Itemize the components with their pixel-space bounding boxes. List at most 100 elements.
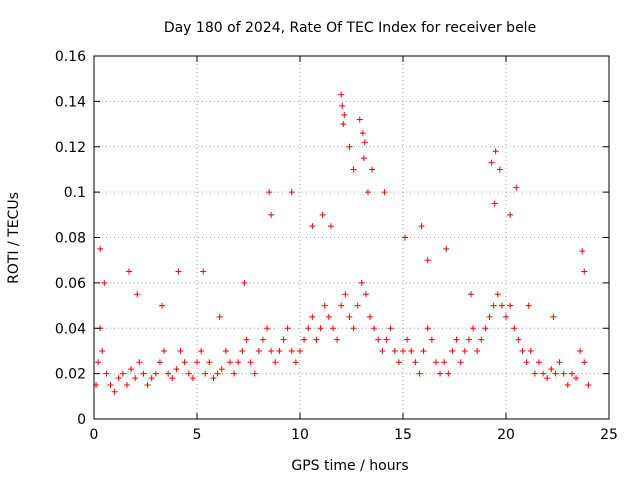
data-point <box>321 302 328 309</box>
x-tick-label: 15 <box>394 427 412 443</box>
data-point <box>305 325 312 332</box>
y-tick-label: 0.08 <box>55 231 86 247</box>
data-point <box>200 268 207 275</box>
data-point <box>420 347 427 354</box>
data-point <box>496 166 503 173</box>
data-point <box>341 111 348 118</box>
data-point <box>486 313 493 320</box>
data-point <box>492 148 499 155</box>
data-point <box>525 302 532 309</box>
data-point <box>585 381 592 388</box>
data-point <box>284 325 291 332</box>
data-point <box>360 155 367 162</box>
data-point <box>441 359 448 366</box>
data-point <box>97 245 104 252</box>
axis-ticks: 0 5 10 15 20 25 0 0.02 0.04 0.06 0.08 0.1 0.12 0.14 0.… <box>55 49 618 443</box>
data-point <box>443 245 450 252</box>
data-point <box>381 189 388 196</box>
data-point <box>325 313 332 320</box>
data-point <box>350 325 357 332</box>
data-point <box>400 347 406 354</box>
data-point <box>342 291 349 298</box>
data-point <box>317 325 324 332</box>
data-point <box>404 336 411 343</box>
data-point <box>339 102 346 109</box>
data-point <box>177 347 184 354</box>
data-point <box>367 313 374 320</box>
data-point <box>111 388 118 395</box>
data-point <box>136 359 143 366</box>
x-tick-label: 5 <box>193 427 202 443</box>
data-point <box>467 291 474 298</box>
y-tick-label: 0 <box>77 412 86 428</box>
data-point <box>490 302 497 309</box>
data-point <box>535 359 542 366</box>
data-point <box>474 347 481 354</box>
data-point <box>239 347 246 354</box>
data-point <box>573 375 580 382</box>
data-point <box>268 211 275 218</box>
data-point <box>346 313 353 320</box>
data-point <box>523 359 530 366</box>
y-tick-label: 0.14 <box>55 94 86 110</box>
data-point <box>338 91 345 98</box>
data-point <box>297 347 303 354</box>
data-point <box>465 336 472 343</box>
data-point <box>383 336 390 343</box>
data-point <box>354 302 361 309</box>
data-point <box>552 370 559 377</box>
data-point <box>292 359 299 366</box>
data-point <box>334 336 341 343</box>
data-point <box>387 325 394 332</box>
data-point <box>359 130 366 137</box>
x-tick-label: 25 <box>600 427 618 443</box>
data-point <box>181 359 188 366</box>
data-point <box>319 211 326 218</box>
data-point <box>140 370 147 377</box>
data-point <box>189 375 196 382</box>
data-point <box>301 336 308 343</box>
data-point <box>288 189 295 196</box>
data-point <box>101 279 108 286</box>
data-point <box>424 257 431 264</box>
data-point <box>548 366 555 373</box>
data-point <box>202 370 209 377</box>
x-tick-label: 10 <box>291 427 309 443</box>
data-point <box>327 223 334 230</box>
data-point <box>581 268 588 275</box>
data-point <box>169 375 176 382</box>
data-point <box>226 359 233 366</box>
y-tick-label: 0.06 <box>55 276 86 292</box>
data-point <box>513 184 520 191</box>
data-point <box>309 313 316 320</box>
data-point <box>375 336 382 343</box>
data-point <box>507 302 514 309</box>
x-tick-label: 20 <box>497 427 515 443</box>
data-point <box>144 381 151 388</box>
data-point <box>194 359 200 366</box>
data-point <box>119 370 126 377</box>
data-point <box>449 347 456 354</box>
data-point <box>231 370 238 377</box>
y-axis-title: ROTI / TECUs <box>6 192 22 284</box>
data-point <box>432 359 439 366</box>
data-point <box>531 370 538 377</box>
data-point <box>350 166 357 173</box>
data-point <box>428 336 435 343</box>
data-point <box>338 302 345 309</box>
data-point <box>507 211 514 218</box>
data-point <box>132 375 139 382</box>
data-point <box>218 366 225 373</box>
data-point <box>156 359 163 366</box>
data-point <box>222 347 229 354</box>
data-point <box>361 139 368 146</box>
data-point <box>165 370 172 377</box>
data-point <box>95 359 102 366</box>
chart-title: Day 180 of 2024, Rate Of TEC Index for r… <box>164 20 536 36</box>
y-tick-label: 0.1 <box>64 185 86 201</box>
data-point <box>148 375 155 382</box>
data-point <box>470 325 477 332</box>
data-point <box>369 166 376 173</box>
data-point <box>478 336 485 343</box>
data-point <box>158 302 165 309</box>
